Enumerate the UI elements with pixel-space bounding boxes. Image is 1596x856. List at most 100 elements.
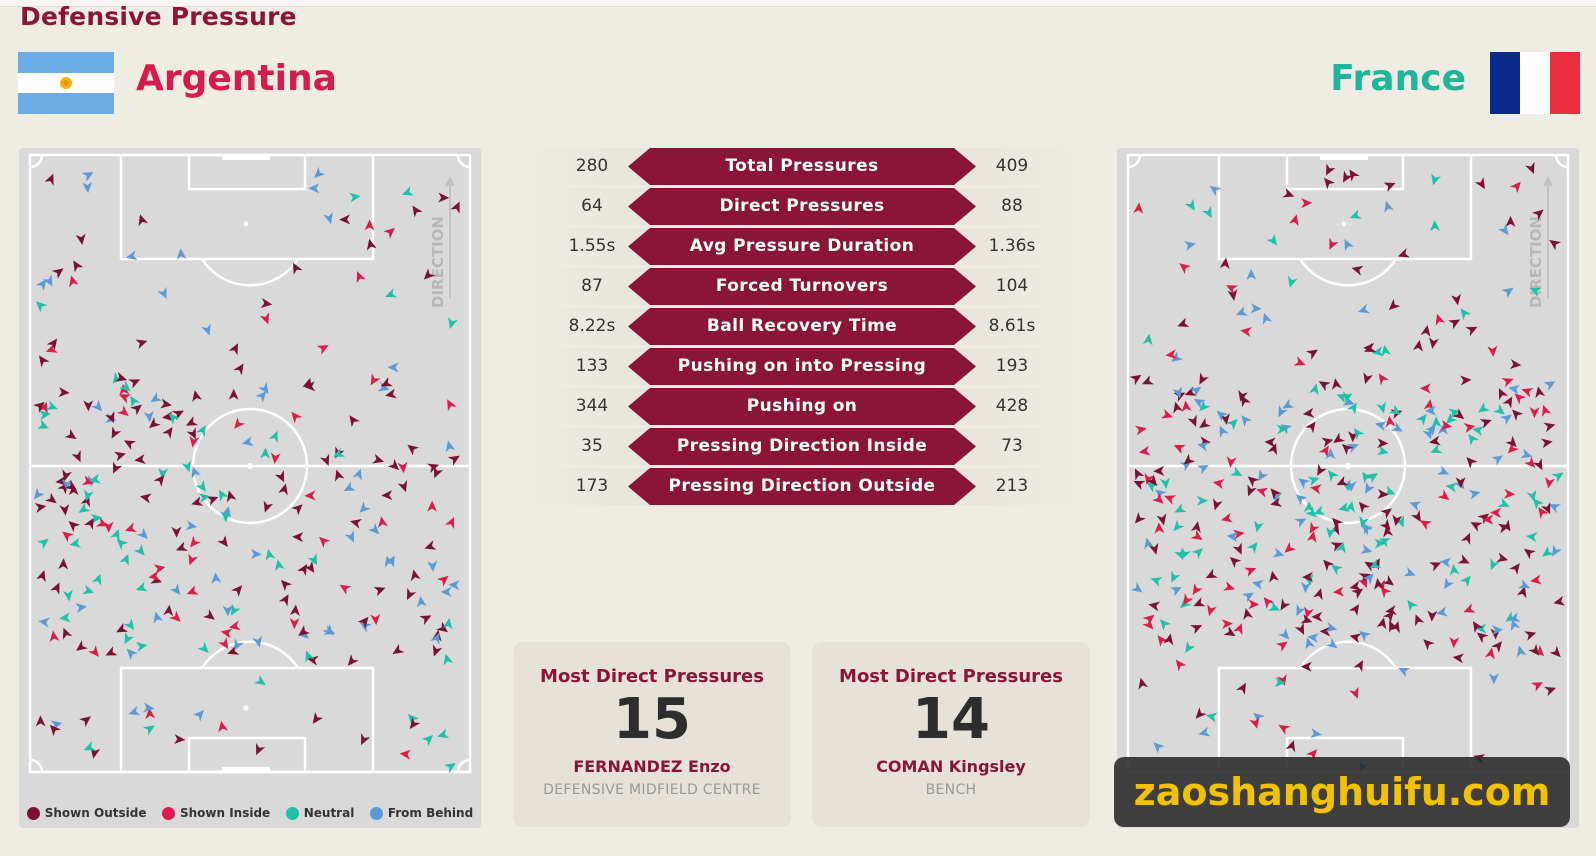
- pressure-arrow: [123, 440, 136, 450]
- pressure-arrow: [226, 490, 237, 503]
- pressure-arrow: [203, 609, 215, 620]
- pressure-arrow: [145, 707, 156, 720]
- pressure-arrow: [1142, 614, 1155, 626]
- pressure-arrow: [1449, 564, 1460, 576]
- pressure-arrow: [1205, 568, 1218, 579]
- pressure-arrow: [185, 520, 198, 531]
- pressure-arrow: [1181, 400, 1192, 412]
- pressure-arrow: [407, 714, 420, 726]
- pressure-arrow: [1451, 293, 1461, 306]
- pressure-arrow: [171, 410, 184, 421]
- pressure-arrow: [1496, 552, 1509, 563]
- pressure-arrow: [1488, 673, 1499, 685]
- pressure-arrow: [1174, 503, 1187, 513]
- pressure-arrow: [169, 610, 181, 622]
- pressure-arrow: [185, 416, 199, 426]
- away-pitch-svg: DIRECTION: [1126, 153, 1570, 774]
- pressure-arrow: [135, 641, 148, 652]
- card-player: COMAN Kingsley: [876, 757, 1026, 776]
- pressure-arrow: [1156, 513, 1167, 526]
- pressure-arrow: [1397, 248, 1410, 258]
- pressure-arrow: [289, 604, 300, 616]
- pressure-arrow: [1460, 308, 1472, 321]
- pressure-arrow: [292, 262, 303, 275]
- pressure-arrow: [82, 181, 93, 194]
- pressure-arrow: [1531, 209, 1544, 221]
- stat-row: 8.22s Ball Recovery Time 8.61s: [522, 308, 1082, 345]
- pressure-arrow: [1313, 505, 1326, 515]
- pressure-arrow: [1280, 598, 1291, 611]
- pressure-arrow: [117, 405, 129, 417]
- pressure-arrow: [46, 338, 58, 351]
- pressure-arrow: [1317, 463, 1327, 476]
- pressure-arrow: [1230, 466, 1243, 477]
- pressure-arrow: [1538, 507, 1549, 519]
- pressure-arrow: [139, 493, 152, 504]
- away-pressure-pitch: DIRECTION: [1117, 148, 1579, 828]
- pressure-arrow: [1275, 641, 1288, 652]
- pressure-arrow: [1318, 445, 1329, 458]
- pressure-arrow: [361, 733, 371, 746]
- pressure-arrow: [278, 594, 289, 607]
- pressure-arrow: [1392, 514, 1403, 527]
- pressure-arrow: [445, 440, 456, 453]
- pressure-arrow: [305, 650, 315, 663]
- pressure-arrow: [1484, 647, 1495, 660]
- pressure-arrow: [153, 611, 164, 624]
- pressure-arrow: [198, 493, 211, 503]
- pressure-arrow: [190, 535, 201, 548]
- pressure-arrow: [1172, 386, 1183, 399]
- pressure-arrow: [1472, 426, 1484, 437]
- pressure-arrow: [1346, 480, 1357, 492]
- home-pressure-pitch: DIRECTION Shown Outside Shown Inside Neu…: [19, 148, 481, 828]
- pressure-arrow: [1244, 567, 1257, 577]
- pressure-arrow: [1309, 521, 1320, 534]
- pressure-arrow: [1412, 339, 1423, 352]
- pressure-arrow: [268, 430, 278, 443]
- pressure-arrow: [69, 275, 79, 288]
- pressure-arrow: [1362, 471, 1373, 484]
- pressure-arrow: [344, 530, 354, 543]
- pressure-arrow: [1553, 595, 1566, 606]
- pressure-arrow: [364, 219, 375, 231]
- pressure-arrow: [1542, 404, 1552, 417]
- pressure-arrow: [50, 720, 63, 731]
- pressure-arrow: [1509, 563, 1520, 575]
- pressure-arrow: [1377, 438, 1389, 449]
- pressure-arrow: [1207, 604, 1217, 617]
- pressure-arrow: [278, 483, 288, 496]
- pressure-arrow: [1295, 494, 1308, 506]
- pressure-arrow: [1351, 265, 1364, 276]
- pressure-arrow: [1246, 268, 1257, 280]
- pressure-arrow: [1437, 465, 1450, 475]
- pressure-arrow: [220, 628, 233, 639]
- away-top-presser-card: Most Direct Pressures 14 COMAN Kingsley …: [812, 642, 1090, 827]
- pressure-arrow: [1198, 726, 1211, 737]
- pressure-arrow: [163, 604, 174, 617]
- home-stat-value: 64: [581, 196, 603, 216]
- pressure-arrow: [1466, 457, 1478, 469]
- pressure-arrow: [1130, 582, 1143, 593]
- pressure-arrow: [1191, 548, 1203, 560]
- pressure-arrow: [1505, 215, 1516, 227]
- pressure-arrow: [1146, 474, 1158, 486]
- pressure-arrow: [45, 400, 58, 410]
- pressure-arrow: [1303, 501, 1314, 513]
- pressure-arrow: [1249, 716, 1259, 729]
- pressure-arrow: [1247, 476, 1260, 488]
- pressure-arrow: [1325, 448, 1336, 460]
- pressure-arrow: [1374, 421, 1387, 431]
- pressure-arrow: [1285, 740, 1296, 753]
- pressure-arrow: [314, 166, 326, 178]
- pressure-arrow: [1378, 538, 1392, 548]
- pressure-arrow: [259, 312, 270, 325]
- pressure-arrow: [1390, 421, 1403, 432]
- pressure-arrow: [1512, 409, 1524, 421]
- pressure-arrow: [370, 373, 381, 386]
- pressure-arrow: [1363, 372, 1373, 385]
- pressure-arrow: [116, 539, 129, 551]
- pressure-arrow: [1306, 531, 1317, 543]
- pressure-arrow: [448, 580, 460, 591]
- pressure-arrow: [1526, 489, 1537, 502]
- pressure-arrow: [89, 473, 101, 484]
